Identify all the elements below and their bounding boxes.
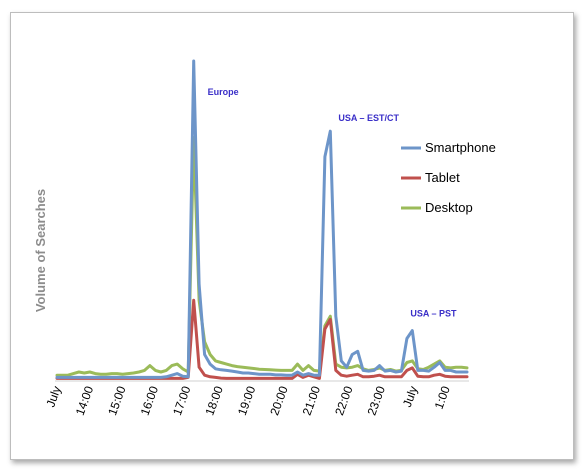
x-tick-label: 20:00 bbox=[267, 384, 291, 417]
x-tick-label: 21:00 bbox=[300, 384, 324, 417]
x-tick-label: 1:00 bbox=[432, 384, 453, 411]
legend-label-desktop: Desktop bbox=[425, 200, 473, 215]
x-tick-label: 15:00 bbox=[105, 384, 129, 417]
x-tick-label: 22:00 bbox=[332, 384, 356, 417]
chart-frame: Volume of Searches July 14:00 15:00 16:00 17:… bbox=[10, 12, 574, 460]
x-tick-label: 19:00 bbox=[235, 384, 259, 417]
x-tick-label: 14:00 bbox=[73, 384, 97, 417]
x-tick-label: 23:00 bbox=[365, 384, 389, 417]
y-axis-label: Volume of Searches bbox=[33, 189, 48, 312]
series-line-smartphone bbox=[55, 59, 469, 379]
annotation-label: Europe bbox=[208, 87, 239, 97]
x-tick-label: 17:00 bbox=[170, 384, 194, 417]
x-tick-label: July bbox=[400, 384, 420, 409]
search-volume-line-chart: Volume of Searches July 14:00 15:00 16:00 17:… bbox=[33, 59, 496, 417]
annotation-label: USA – PST bbox=[410, 309, 457, 319]
annotation-label: USA – EST/CT bbox=[338, 113, 399, 123]
x-tick-label: July bbox=[43, 384, 63, 409]
legend-label-tablet: Tablet bbox=[425, 170, 460, 185]
x-tick-label: 18:00 bbox=[202, 384, 226, 417]
legend-label-smartphone: Smartphone bbox=[425, 140, 496, 155]
x-tick-label: 16:00 bbox=[138, 384, 162, 417]
